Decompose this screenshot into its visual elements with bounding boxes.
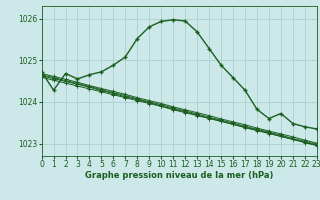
X-axis label: Graphe pression niveau de la mer (hPa): Graphe pression niveau de la mer (hPa) [85, 171, 273, 180]
